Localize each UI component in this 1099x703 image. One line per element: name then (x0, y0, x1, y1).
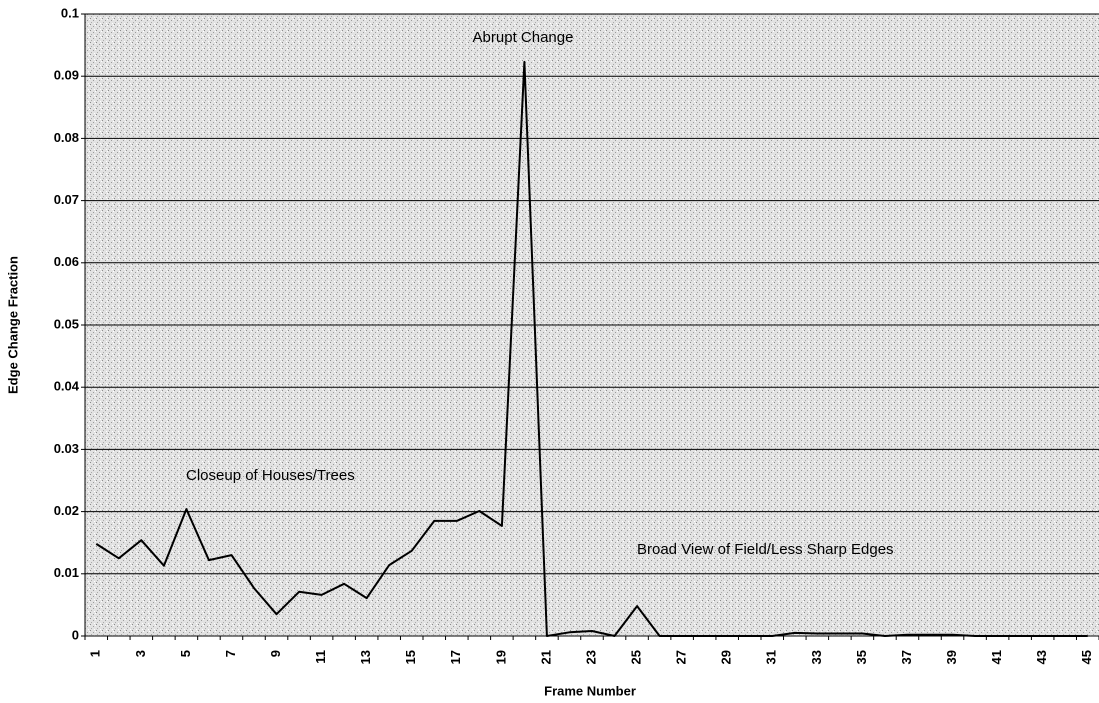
x-tick-label: 37 (899, 650, 914, 664)
annotation: Abrupt Change (473, 29, 574, 46)
x-tick-label: 7 (223, 650, 238, 657)
data-line (95, 60, 1088, 637)
x-axis-title: Frame Number (544, 683, 636, 698)
x-tick-label: 15 (403, 650, 418, 664)
x-tick-label: 33 (809, 650, 824, 664)
y-tick-label: 0.1 (61, 5, 79, 20)
x-tick-label: 11 (313, 650, 328, 664)
x-tick-label: 43 (1034, 650, 1049, 664)
x-tick-label: 13 (358, 650, 373, 664)
y-tick-label: 0.09 (54, 68, 79, 83)
y-tick-label: 0.05 (54, 316, 79, 331)
annotation: Broad View of Field/Less Sharp Edges (637, 541, 894, 558)
x-tick-label: 19 (493, 650, 508, 664)
x-tick-label: 41 (989, 650, 1004, 664)
annotation: Closeup of Houses/Trees (186, 467, 355, 484)
x-tick-label: 31 (764, 650, 779, 664)
x-tick-label: 39 (944, 650, 959, 664)
y-tick-label: 0.01 (54, 565, 79, 580)
y-tick-label: 0 (72, 627, 79, 642)
y-tick-label: 0.04 (54, 379, 80, 394)
y-axis-title: Edge Change Fraction (5, 256, 20, 394)
x-tick-label: 23 (583, 650, 598, 664)
x-tick-label: 21 (538, 650, 553, 664)
x-tick-label: 29 (719, 650, 734, 664)
y-tick-label: 0.08 (54, 130, 79, 145)
x-tick-label: 35 (854, 650, 869, 664)
x-tick-label: 9 (268, 650, 283, 657)
y-tick-label: 0.06 (54, 254, 79, 269)
y-tick-label: 0.07 (54, 192, 79, 207)
x-tick-label: 17 (448, 650, 463, 664)
x-tick-label: 5 (178, 650, 193, 657)
y-tick-label: 0.03 (54, 441, 79, 456)
x-tick-label: 27 (674, 650, 689, 664)
x-tick-label: 3 (133, 650, 148, 657)
x-tick-label: 25 (629, 650, 644, 664)
x-tick-label: 1 (88, 650, 103, 657)
x-tick-label: 45 (1079, 650, 1094, 664)
y-tick-label: 0.02 (54, 503, 79, 518)
